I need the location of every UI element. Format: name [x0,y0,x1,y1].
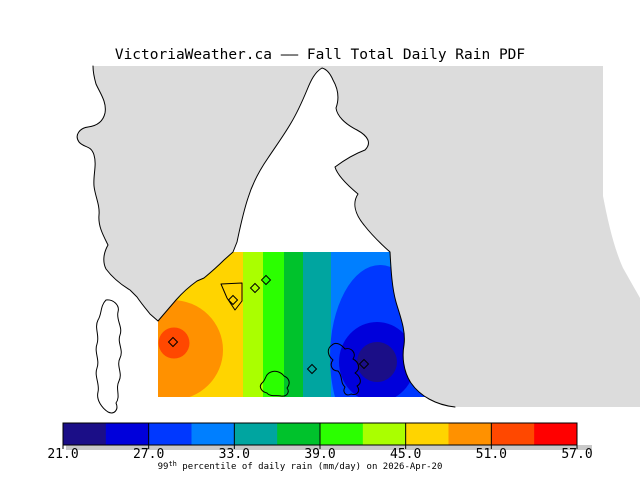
field-blob [158,327,190,359]
colorbar-tick-label: 27.0 [133,447,164,462]
colorbar-segment [234,423,278,445]
colorbar-segment [534,423,578,445]
colorbar-segment [105,423,150,445]
colorbar-segment [448,423,492,445]
island-outline [259,370,290,397]
colorbar-tick-label: 45.0 [390,447,421,462]
bay-notch [220,282,243,311]
colorbar-segment [191,423,235,445]
colorbar-caption: 99th percentile of daily rain (mm/day) o… [158,460,443,472]
caption-rest: percentile of daily rain (mm/day) on 202… [177,462,443,472]
colorbar-tick-label: 51.0 [476,447,507,462]
station-markers [167,274,370,375]
station-diamond-marker [227,294,239,306]
colorbar-segment [320,423,364,445]
colorbar-tick-label: 39.0 [304,447,335,462]
colorbar-segment [148,423,192,445]
field-shoreline-outlines [259,342,361,397]
station-diamond-marker [306,363,318,375]
colorbar-segment [491,423,535,445]
landmass-southwest-strip [95,299,122,414]
chart-title: VictoriaWeather.ca —— Fall Total Daily R… [115,47,525,63]
station-diamond-marker [358,358,370,370]
station-diamond-marker [249,282,261,294]
harbour-outline [327,342,361,396]
field-band [284,252,303,397]
colorbar-segment [277,423,321,445]
land [77,66,640,414]
field-band [263,252,284,397]
caption-superscript: th [168,460,176,468]
colorbar-shadow [66,445,592,450]
colorbar-tick-label: 21.0 [47,447,78,462]
coastline [76,65,456,408]
caption-base: 99 [158,462,169,472]
station-diamond-marker [260,274,272,286]
colorbar-segment [63,423,107,445]
landmass-main [77,66,640,407]
colorbar-segment [362,423,407,445]
field-band [243,252,263,397]
colorbar: 21.0 27.0 33.0 39.0 45.0 51.0 57.0 [47,422,593,462]
colorbar-tick-label: 33.0 [219,447,250,462]
field-blob [158,300,223,397]
field-blob [357,342,397,382]
colorbar-segment [405,423,449,445]
colorbar-tick-label: 57.0 [561,447,592,462]
station-diamond-marker [167,336,179,348]
field-band [303,252,331,397]
